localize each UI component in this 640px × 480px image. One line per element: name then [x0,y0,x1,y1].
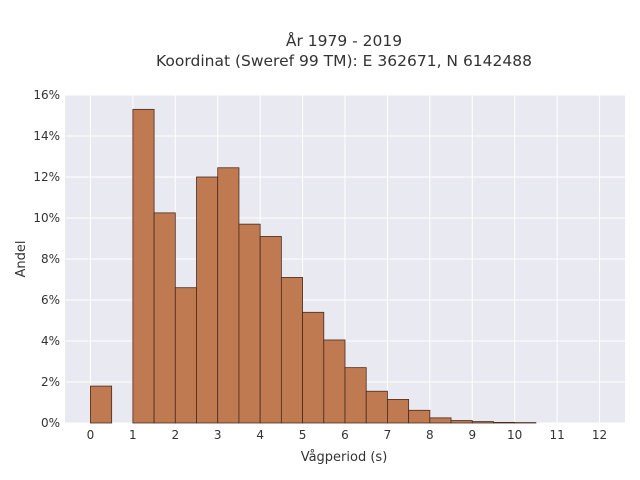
x-axis-label: Vågperiod (s) [301,450,388,465]
histogram-bar [217,167,240,424]
y-tick-label: 2% [41,375,60,389]
x-tick-label: 3 [214,428,222,442]
y-tick-label: 12% [33,170,60,184]
y-tick-label: 10% [33,211,60,225]
y-tick-label: 0% [41,416,60,430]
y-tick-label: 8% [41,252,60,266]
histogram-bar [450,420,473,424]
x-tick-label: 1 [129,428,137,442]
histogram-bar [365,390,388,424]
chart-subtitle: Koordinat (Sweref 99 TM): E 362671, N 61… [156,52,532,70]
histogram-bar [344,367,367,424]
histogram-bar [238,223,261,424]
histogram-bar [280,277,303,424]
x-tick-label: 10 [507,428,522,442]
histogram-bar [302,311,325,424]
x-tick-label: 4 [256,428,264,442]
y-tick-label: 14% [33,129,60,143]
x-tick-label: 0 [87,428,95,442]
x-tick-label: 6 [341,428,349,442]
histogram-bar [132,108,155,424]
y-tick-label: 4% [41,334,60,348]
histogram-bar [387,399,410,424]
x-tick-labels: 0 1 2 3 4 5 6 7 8 9 10 11 12 [87,428,608,442]
y-tick-label: 16% [33,88,60,102]
histogram-bar [429,417,452,424]
histogram-bar [408,409,431,424]
histogram-bar [493,421,516,424]
x-tick-label: 7 [384,428,392,442]
y-axis-label: Andel [14,241,29,278]
chart-title: År 1979 - 2019 [286,31,402,50]
histogram-bar [153,212,176,424]
x-tick-label: 9 [468,428,476,442]
histogram-bar [471,421,494,424]
x-tick-label: 11 [549,428,564,442]
y-tick-labels: 0% 2% 4% 6% 8% 10% 12% 14% 16% [33,88,60,430]
x-tick-label: 8 [426,428,434,442]
x-tick-label: 12 [592,428,607,442]
x-tick-label: 5 [299,428,307,442]
y-tick-label: 6% [41,293,60,307]
histogram-bar [259,236,282,424]
bars [90,108,537,424]
histogram-bar [174,287,197,424]
x-tick-label: 2 [171,428,179,442]
histogram-bar [323,339,346,424]
histogram-bar [90,385,113,424]
histogram-bar [196,176,219,424]
